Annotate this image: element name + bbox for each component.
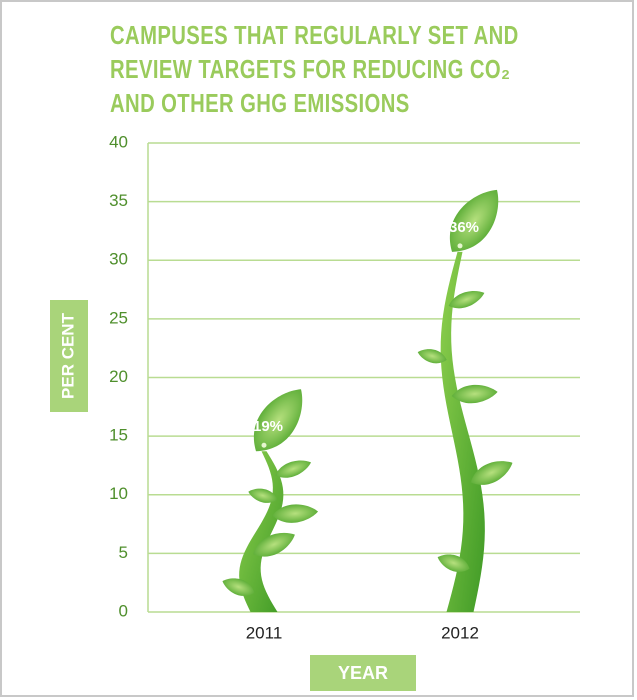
y-tick-label: 15 (109, 426, 128, 445)
y-tick-label: 10 (109, 484, 128, 503)
leaf (275, 460, 312, 478)
top-leaf (450, 189, 499, 252)
y-tick-label: 40 (109, 132, 128, 151)
stem (239, 451, 284, 612)
leaf (470, 461, 513, 485)
leaf (451, 384, 498, 404)
x-label-box (310, 655, 416, 691)
value-label: 36% (449, 219, 479, 236)
y-tick-label: 0 (119, 601, 128, 620)
y-tick-label: 30 (109, 250, 128, 269)
y-tick-label: 20 (109, 367, 128, 386)
chart-title: CAMPUSES THAT REGULARLY SET AND REVIEW T… (110, 20, 519, 118)
leaf (248, 488, 278, 503)
y-axis-label: PER CENT (58, 312, 77, 399)
leaf (222, 578, 255, 596)
x-axis-label: YEAR (338, 663, 388, 683)
leaf (417, 349, 447, 364)
leaf-dot (457, 243, 463, 249)
y-tick-label: 35 (109, 191, 128, 210)
plant (222, 389, 319, 612)
x-tick-label: 2012 (441, 623, 479, 642)
stem (440, 251, 485, 612)
leaf (253, 532, 295, 557)
y-tick-label: 25 (109, 308, 128, 327)
x-tick-label: 2011 (246, 623, 283, 642)
plant (417, 189, 513, 612)
top-leaf (254, 389, 303, 452)
y-label-box (50, 300, 88, 412)
value-label: 19% (253, 418, 283, 435)
leaf-dot (261, 442, 267, 448)
leaf (448, 291, 485, 309)
leaf (272, 504, 319, 523)
leaf (437, 554, 470, 573)
y-tick-label: 5 (119, 543, 128, 562)
